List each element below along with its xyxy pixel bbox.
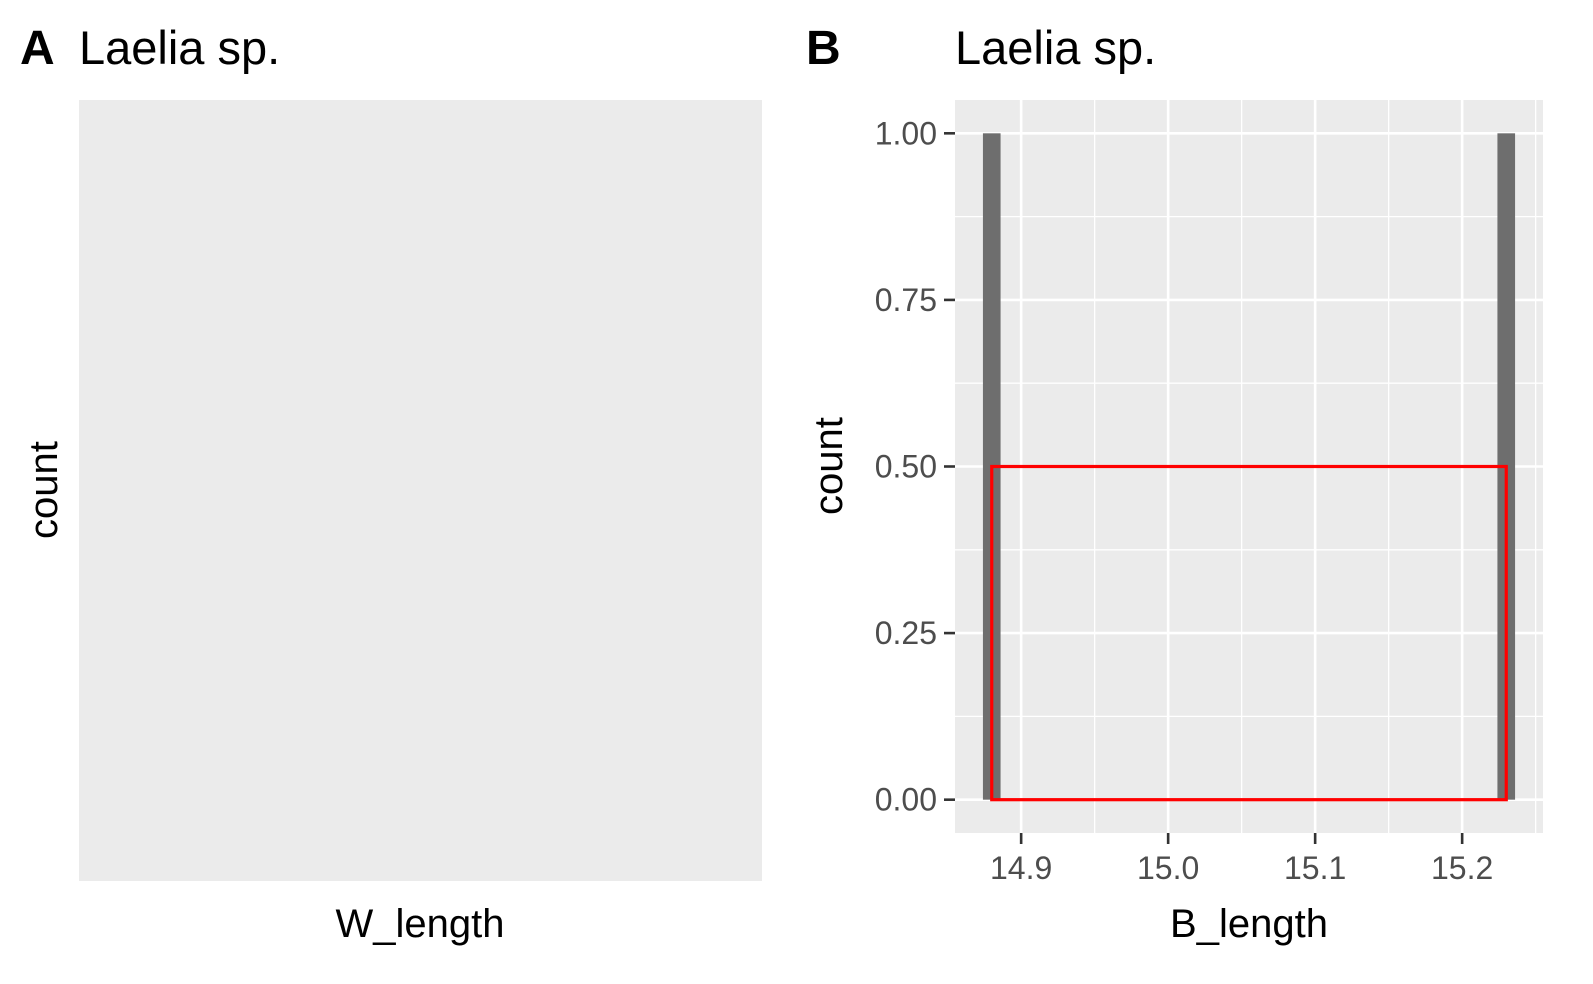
panel-a-plot-area [79, 100, 762, 881]
panel-a-tag: A [20, 22, 55, 75]
x-tick-label: 15.2 [1431, 850, 1493, 886]
panel-b-x-axis-label: B_length [1170, 902, 1328, 946]
panel-a-y-axis-label: count [22, 441, 66, 539]
panel-a: A Laelia sp. count W_length [20, 21, 762, 946]
highlight-rectangle [990, 464, 1508, 802]
y-tick-label: 0.75 [875, 282, 937, 318]
x-tick-label: 15.1 [1284, 850, 1346, 886]
y-tick-label: 0.50 [875, 449, 937, 485]
y-tick-label: 0.25 [875, 615, 937, 651]
panel-b: B Laelia sp. 0.00 0.25 0.50 0.75 1.00 14.9 15… [806, 21, 1543, 946]
panel-b-title: Laelia sp. [955, 21, 1156, 74]
panel-b-x-axis: 14.9 15.0 15.1 15.2 [990, 833, 1493, 886]
x-tick-label: 15.0 [1137, 850, 1199, 886]
y-tick-label: 0.00 [875, 782, 937, 818]
x-tick-label: 14.9 [990, 850, 1052, 886]
panel-b-y-axis: 0.00 0.25 0.50 0.75 1.00 [875, 115, 955, 818]
panel-b-highlight [990, 464, 1508, 802]
panel-a-x-axis-label: W_length [336, 902, 505, 946]
panel-b-tag: B [806, 22, 841, 75]
y-tick-label: 1.00 [875, 115, 937, 151]
panel-a-title: Laelia sp. [79, 21, 280, 74]
panel-b-y-axis-label: count [807, 417, 851, 515]
